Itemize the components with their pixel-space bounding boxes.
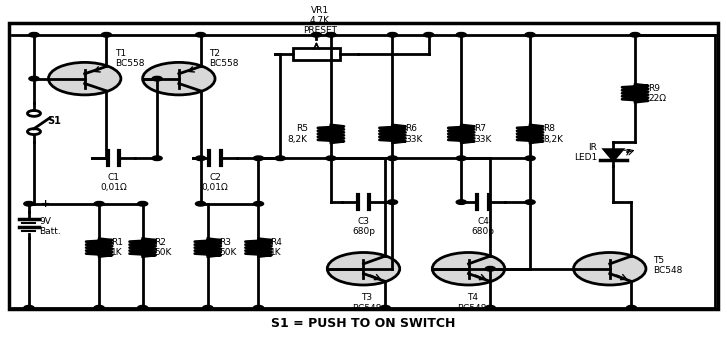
Circle shape <box>24 202 34 206</box>
Circle shape <box>254 305 264 310</box>
Circle shape <box>326 33 336 37</box>
Circle shape <box>49 63 121 95</box>
Text: S1 = PUSH TO ON SWITCH: S1 = PUSH TO ON SWITCH <box>271 318 456 330</box>
Text: T5
BC548: T5 BC548 <box>653 256 683 275</box>
Circle shape <box>627 305 637 310</box>
Text: S1: S1 <box>47 116 61 126</box>
Circle shape <box>94 202 104 206</box>
Circle shape <box>326 156 336 160</box>
Circle shape <box>142 63 215 95</box>
Circle shape <box>152 76 162 81</box>
Text: T1
BC558: T1 BC558 <box>115 49 145 68</box>
Circle shape <box>137 202 148 206</box>
Text: R6
33K: R6 33K <box>406 124 423 143</box>
Circle shape <box>574 253 646 285</box>
Circle shape <box>387 200 398 204</box>
Text: C1
0,01Ω: C1 0,01Ω <box>100 173 127 192</box>
Circle shape <box>525 33 535 37</box>
Circle shape <box>630 33 640 37</box>
Text: C2
0,01Ω: C2 0,01Ω <box>201 173 228 192</box>
Bar <box>9 23 718 309</box>
Circle shape <box>152 156 162 160</box>
Text: T4
BC548: T4 BC548 <box>457 293 487 312</box>
Text: T2
BC558: T2 BC558 <box>209 49 238 68</box>
Circle shape <box>433 253 505 285</box>
Text: R2
50K: R2 50K <box>154 238 172 257</box>
Circle shape <box>457 33 466 37</box>
Text: VR1
4,7K
PRESET: VR1 4,7K PRESET <box>303 6 337 35</box>
Text: C4
680p: C4 680p <box>472 217 494 236</box>
Circle shape <box>196 156 206 160</box>
Text: 9V
Batt.: 9V Batt. <box>39 217 61 236</box>
Circle shape <box>457 200 466 204</box>
Circle shape <box>203 305 213 310</box>
Circle shape <box>457 156 466 160</box>
Circle shape <box>485 267 495 271</box>
Text: R1
1K: R1 1K <box>111 238 123 257</box>
Circle shape <box>380 305 390 310</box>
Circle shape <box>24 305 34 310</box>
Text: T3
BC548: T3 BC548 <box>353 293 382 312</box>
Circle shape <box>311 33 321 37</box>
Circle shape <box>94 305 104 310</box>
Text: R4
1K: R4 1K <box>270 238 282 257</box>
Circle shape <box>525 200 535 204</box>
Bar <box>293 48 340 61</box>
Circle shape <box>327 253 400 285</box>
Circle shape <box>254 156 264 160</box>
Text: +: + <box>41 199 49 209</box>
Circle shape <box>275 156 285 160</box>
Text: C3
680p: C3 680p <box>352 217 375 236</box>
Circle shape <box>485 305 495 310</box>
Circle shape <box>424 33 434 37</box>
Circle shape <box>196 33 206 37</box>
Text: R3
50K: R3 50K <box>220 238 237 257</box>
Circle shape <box>29 76 39 81</box>
Circle shape <box>254 202 264 206</box>
Text: R7
33K: R7 33K <box>474 124 491 143</box>
Text: R5
8,2K: R5 8,2K <box>288 124 308 143</box>
Circle shape <box>387 156 398 160</box>
Text: R8
8,2K: R8 8,2K <box>543 124 563 143</box>
Circle shape <box>525 156 535 160</box>
Text: R9
22Ω: R9 22Ω <box>648 84 666 103</box>
Circle shape <box>387 33 398 37</box>
Text: IR
LED1: IR LED1 <box>574 143 598 162</box>
Circle shape <box>101 33 111 37</box>
Polygon shape <box>604 150 622 160</box>
Circle shape <box>196 202 206 206</box>
Circle shape <box>29 33 39 37</box>
Circle shape <box>137 305 148 310</box>
